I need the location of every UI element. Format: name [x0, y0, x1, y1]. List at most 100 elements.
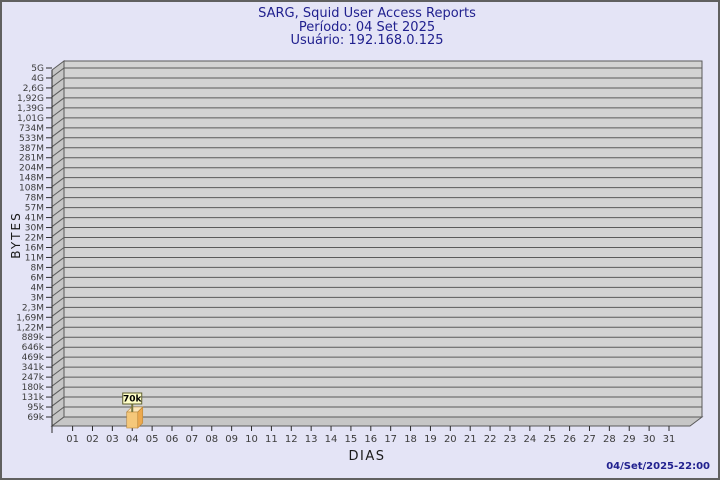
x-axis-tick-label: 03 [106, 434, 119, 445]
x-axis-tick-label: 06 [166, 434, 179, 445]
y-axis-tick-label: 8M [31, 263, 45, 273]
wall-grid-diagonal [51, 376, 65, 387]
wall-grid-diagonal [51, 326, 65, 337]
bar-value-flag [122, 392, 143, 405]
wall-grid-diagonal [51, 406, 65, 417]
x-axis-tick-label: 28 [603, 434, 616, 445]
x-axis-tick-label: 07 [186, 434, 199, 445]
x-axis-tick-label: 23 [504, 434, 517, 445]
x-axis-tick-label: 22 [484, 434, 497, 445]
y-axis-tick-label: 281M [19, 154, 44, 164]
y-axis-tick-label: 3M [31, 293, 45, 303]
wall-grid-diagonal [51, 227, 65, 237]
y-axis-tick-label: 341k [22, 363, 45, 373]
y-axis-tick-label: 30M [25, 224, 44, 234]
y-axis-tick-label: 1,01G [17, 114, 44, 124]
wall-grid-diagonal [51, 147, 65, 158]
wall-grid-diagonal [51, 97, 65, 108]
y-axis-tick-label: 204M [19, 164, 44, 174]
y-axis-tick-label: 69k [27, 413, 44, 423]
y-axis-tick-label: 5G [31, 64, 44, 74]
y-axis-tick-label: 11M [25, 253, 44, 263]
wall-grid-diagonal [51, 306, 65, 317]
wall-grid-diagonal [51, 77, 65, 88]
x-axis-tick-label: 29 [623, 434, 636, 445]
x-axis-tick-label: 09 [225, 434, 238, 445]
wall-grid-diagonal [51, 257, 65, 267]
wall-grid-diagonal [51, 336, 65, 347]
generation-timestamp: 04/Set/2025-22:00 [606, 461, 710, 472]
wall-grid-diagonal [51, 197, 65, 208]
wall-grid-diagonal [51, 247, 65, 257]
y-axis-tick-label: 1,92G [17, 94, 44, 104]
wall-grid-diagonal [51, 396, 65, 407]
wall-grid-diagonal [51, 366, 65, 377]
wall-grid-diagonal [51, 137, 65, 148]
x-axis-tick-label: 12 [285, 434, 298, 445]
wall-grid-diagonal [51, 207, 65, 218]
x-axis-tick-label: 04 [126, 434, 139, 445]
plot-area [63, 60, 703, 418]
y-axis-tick-label: 1,22M [16, 323, 44, 333]
wall-grid-diagonal [51, 187, 65, 198]
x-axis-tick-label: 26 [563, 434, 576, 445]
y-axis-tick-label: 78M [25, 194, 44, 204]
x-axis-tick-label: 20 [444, 434, 457, 445]
y-axis-tick-label: 247k [22, 373, 45, 383]
x-axis-tick-label: 13 [305, 434, 318, 445]
x-axis-tick-label: 27 [583, 434, 596, 445]
wall-grid-diagonal [51, 316, 65, 327]
y-axis-tick-label: 469k [22, 353, 45, 363]
chart-title: SARG, Squid User Access Reports [258, 6, 476, 21]
y-axis-tick-label: 2,3M [22, 303, 44, 313]
wall-grid-diagonal [51, 286, 65, 297]
y-axis-tick-label: 387M [19, 144, 44, 154]
y-axis-tick-label: 41M [25, 214, 44, 224]
wall-grid-diagonal [51, 107, 65, 118]
bar-front-face [126, 411, 139, 429]
chart-subtitle-user: Usuário: 192.168.0.125 [290, 33, 444, 48]
x-axis-tick-label: 19 [424, 434, 437, 445]
wall-grid-diagonal [51, 217, 65, 227]
wall-grid-diagonal [51, 177, 65, 188]
y-axis-tick-label: 2,6G [23, 84, 44, 94]
y-axis-tick-label: 4M [31, 283, 45, 293]
y-axis-tick-label: 131k [22, 393, 45, 403]
x-axis-tick-label: 24 [523, 434, 536, 445]
wall-grid-diagonal [51, 127, 65, 138]
y-axis-tick-label: 646k [22, 343, 45, 353]
x-axis-tick-label: 30 [643, 434, 656, 445]
y-axis-tick-label: 108M [19, 184, 44, 194]
title-block: SARG, Squid User Access Reports Período:… [12, 6, 718, 48]
y-axis-tick-label: 734M [19, 124, 44, 134]
x-axis-tick-label: 01 [66, 434, 79, 445]
x-axis-tick-label: 10 [245, 434, 258, 445]
x-axis-tick-label: 02 [86, 434, 99, 445]
wall-grid-diagonal [51, 157, 65, 168]
wall-grid-diagonal [51, 87, 65, 98]
x-axis-tick-label: 17 [384, 434, 397, 445]
wall-grid-diagonal [51, 346, 65, 357]
y-axis-tick-label: 95k [27, 403, 44, 413]
bar-value-label: 70k [123, 395, 143, 405]
x-axis-tick-label: 15 [345, 434, 358, 445]
y-axis-tick-label: 57M [25, 204, 44, 214]
y-axis-tick-label: 1,39G [17, 104, 44, 114]
y-axis-tick-label: 1,69M [16, 313, 44, 323]
x-axis-tick-label: 16 [364, 434, 377, 445]
y-axis-title: BYTES [9, 211, 23, 259]
wall-grid-diagonal [51, 167, 65, 178]
wall-grid-diagonal [51, 67, 65, 78]
y-axis-tick-label: 889k [22, 333, 45, 343]
x-axis-tick-label: 25 [543, 434, 556, 445]
x-axis-title: DIAS [348, 449, 386, 464]
x-axis-tick-label: 14 [325, 434, 338, 445]
wall-grid-diagonal [51, 276, 65, 287]
wall-grid-diagonal [51, 386, 65, 397]
floor-3d [50, 416, 704, 427]
y-axis-tick-label: 148M [19, 174, 44, 184]
x-axis-tick-label: 21 [464, 434, 477, 445]
x-axis-tick-label: 11 [265, 434, 278, 445]
